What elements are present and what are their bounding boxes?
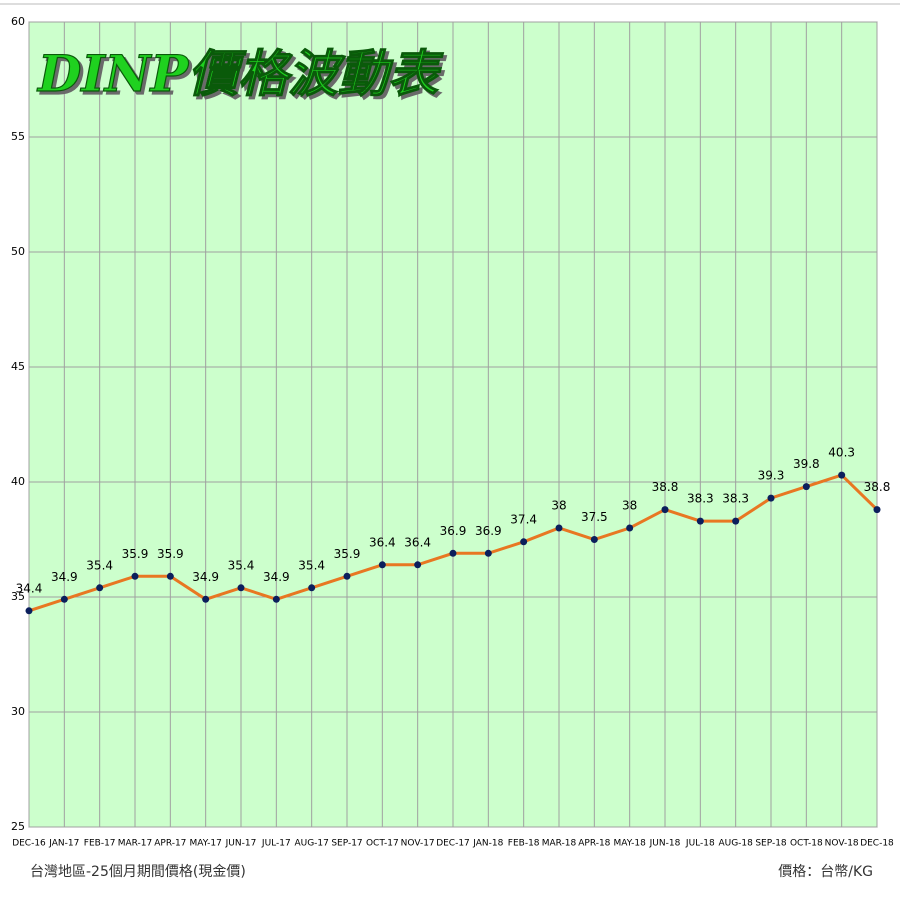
x-tick-label: APR-17 xyxy=(154,839,186,849)
y-tick-label: 50 xyxy=(11,245,25,258)
y-tick-label: 60 xyxy=(11,15,25,28)
value-label: 35.4 xyxy=(228,558,255,572)
point xyxy=(237,584,245,592)
point xyxy=(696,517,704,525)
value-label: 39.8 xyxy=(793,457,820,471)
x-tick-label: MAR-17 xyxy=(118,839,153,849)
point xyxy=(838,471,846,479)
x-tick-label: OCT-18 xyxy=(790,839,823,849)
value-label: 35.4 xyxy=(298,558,325,572)
point xyxy=(131,572,139,580)
value-label: 38.3 xyxy=(722,492,749,506)
y-tick-label: 45 xyxy=(11,360,25,373)
x-tick-label: APR-18 xyxy=(578,839,610,849)
x-tick-label: JUN-18 xyxy=(649,839,681,849)
y-tick-label: 35 xyxy=(11,590,25,603)
value-label: 35.9 xyxy=(157,547,184,561)
x-tick-label: JUN-17 xyxy=(225,839,257,849)
x-tick-label: DEC-18 xyxy=(860,839,894,849)
value-label: 36.4 xyxy=(369,535,396,549)
x-tick-label: FEB-17 xyxy=(84,839,116,849)
point xyxy=(414,561,422,569)
x-tick-label: NOV-18 xyxy=(825,839,859,849)
value-label: 38 xyxy=(551,499,566,513)
value-label: 37.4 xyxy=(510,512,537,526)
x-tick-label: MAY-17 xyxy=(189,839,221,849)
value-label: 35.4 xyxy=(86,558,113,572)
x-tick-label: SEP-18 xyxy=(755,839,787,849)
x-tick-label: MAY-18 xyxy=(613,839,646,849)
point xyxy=(96,584,104,592)
point xyxy=(343,572,351,580)
x-tick-label: JUL-18 xyxy=(685,839,715,849)
point xyxy=(520,538,528,546)
value-label: 36.9 xyxy=(475,524,502,538)
x-tick-label: JAN-17 xyxy=(48,839,79,849)
value-label: 34.9 xyxy=(192,570,219,584)
value-label: 38.3 xyxy=(687,492,714,506)
x-tick-label: JUL-17 xyxy=(261,839,291,849)
point xyxy=(202,595,210,603)
y-tick-label: 40 xyxy=(11,475,25,488)
value-label: 39.3 xyxy=(758,469,785,483)
point xyxy=(732,517,740,525)
x-tick-label: DEC-17 xyxy=(436,839,470,849)
point xyxy=(802,483,810,491)
y-tick-label: 30 xyxy=(11,705,25,718)
point xyxy=(873,506,881,514)
point xyxy=(378,561,386,569)
point xyxy=(555,524,563,532)
x-tick-label: FEB-18 xyxy=(508,839,540,849)
chart-title: DINP價格波動表 xyxy=(36,44,444,103)
footnote-right: 價格：台幣/KG xyxy=(778,863,873,880)
value-label: 34.9 xyxy=(51,570,78,584)
value-label: 40.3 xyxy=(828,446,855,460)
x-tick-label: AUG-17 xyxy=(294,839,328,849)
point xyxy=(60,595,68,603)
layer: 34.4 34.9 35.4 35.9 35.9 34.9 35.4 34.9 35.4 35.9… xyxy=(16,21,891,828)
x-tick-label: OCT-17 xyxy=(366,839,399,849)
y-tick-label: 55 xyxy=(11,130,25,143)
value-label: 38.8 xyxy=(652,480,679,494)
x-tick-label: SEP-17 xyxy=(331,839,362,849)
point xyxy=(767,494,775,502)
value-label: 36.4 xyxy=(404,535,431,549)
value-label: 38.8 xyxy=(864,480,891,494)
point xyxy=(449,549,457,557)
point xyxy=(484,549,492,557)
footnote-left: 台灣地區-25個月期間價格(現金價) xyxy=(30,863,246,880)
x-tick-label: DEC-16 xyxy=(12,839,46,849)
x-tick-label: AUG-18 xyxy=(718,839,753,849)
value-label: 34.9 xyxy=(263,570,290,584)
x-tick-label: MAR-18 xyxy=(542,839,577,849)
y-tick-label: 25 xyxy=(11,820,25,833)
value-label: 35.9 xyxy=(334,547,361,561)
x-tick-label: JAN-18 xyxy=(472,839,503,849)
value-label: 38 xyxy=(622,499,637,513)
value-label: 37.5 xyxy=(581,510,608,524)
value-label: 34.4 xyxy=(16,581,43,595)
point xyxy=(590,536,598,543)
point xyxy=(166,572,174,580)
value-label: 35.9 xyxy=(122,547,149,561)
point xyxy=(272,595,280,603)
x-tick-label: NOV-17 xyxy=(401,839,435,849)
point xyxy=(626,524,634,532)
value-label: 36.9 xyxy=(440,524,467,538)
point xyxy=(661,506,669,514)
point xyxy=(25,607,33,615)
point xyxy=(308,584,316,592)
